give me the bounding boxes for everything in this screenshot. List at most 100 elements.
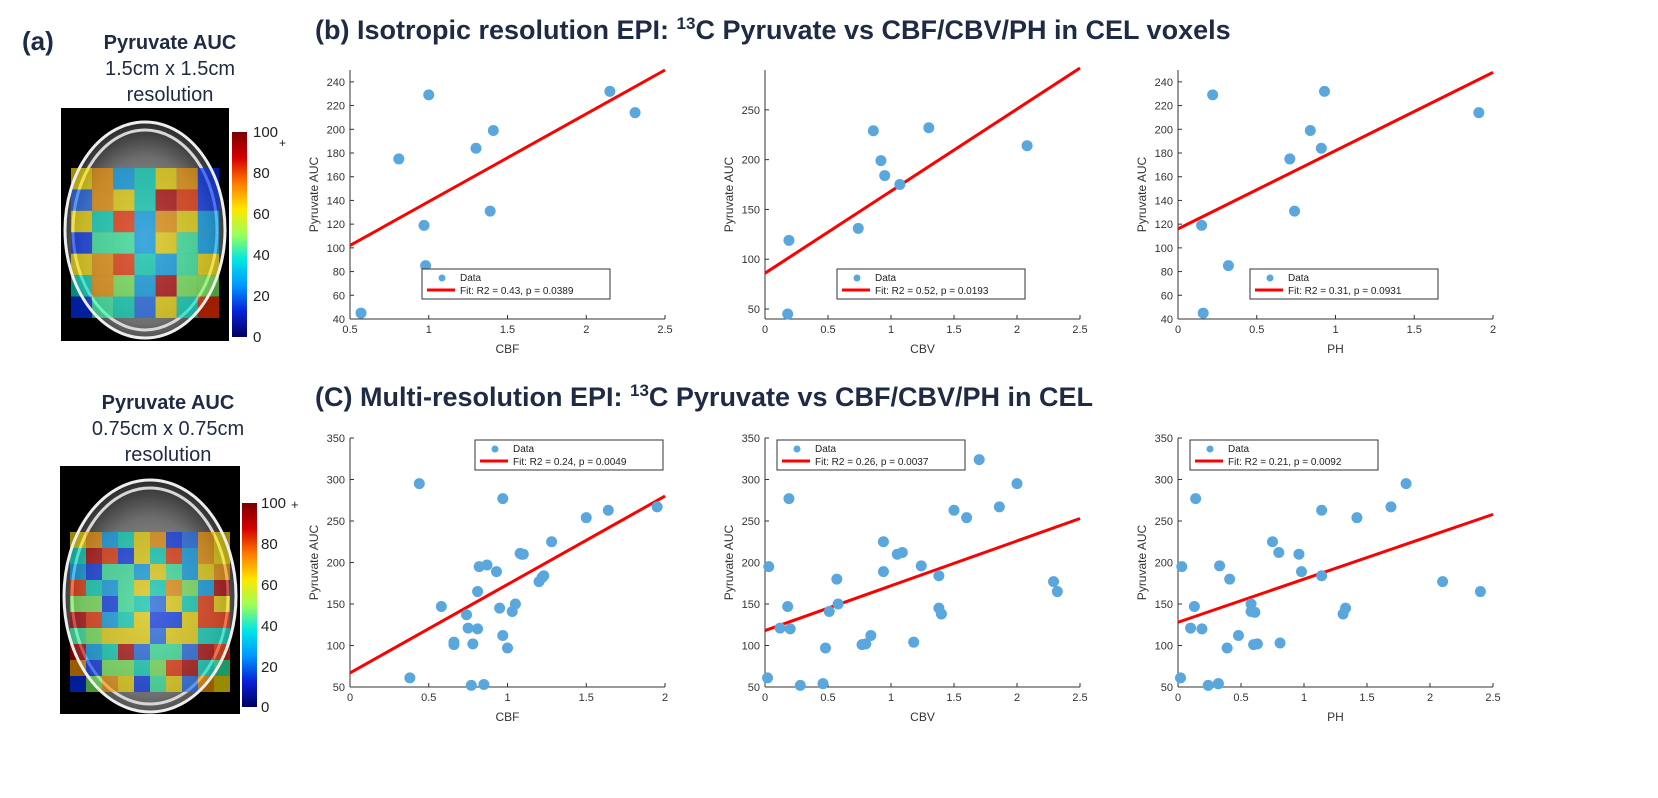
- auc-voxel: [118, 628, 134, 644]
- data-point: [470, 142, 482, 154]
- auc-voxel: [134, 676, 150, 692]
- map-title-line1: Pyruvate AUC: [103, 32, 237, 54]
- scatter-ph-multires: 0 0.5 1 1.5 2 2.5 50 100 150 200 250 300 350 PH Pyruva…: [1135, 433, 1501, 724]
- y-tick-label: 100: [327, 641, 345, 653]
- data-point: [481, 559, 493, 571]
- x-tick-label: 1.5: [1407, 324, 1422, 336]
- x-tick-label: 0: [762, 324, 768, 336]
- data-point: [1315, 142, 1327, 154]
- brain-image-multires: [62, 478, 238, 714]
- legend: Data Fit: R2 = 0.26, p = 0.0037: [776, 439, 966, 471]
- x-tick-label: 2: [1427, 692, 1433, 704]
- y-tick-label: 150: [1155, 599, 1173, 611]
- auc-voxel: [155, 275, 177, 297]
- auc-voxel: [198, 660, 214, 676]
- y-tick-label: 160: [327, 172, 345, 184]
- legend-data-label: Data: [460, 273, 482, 284]
- auc-voxel: [214, 564, 230, 580]
- data-point: [896, 547, 908, 559]
- auc-voxel: [176, 168, 198, 190]
- auc-voxel: [102, 548, 118, 564]
- x-tick-label: 2: [1014, 692, 1020, 704]
- data-point: [418, 219, 430, 231]
- auc-voxel: [155, 168, 177, 190]
- data-point: [860, 638, 872, 650]
- auc-voxel: [182, 564, 198, 580]
- auc-voxel: [197, 189, 219, 211]
- data-point: [465, 679, 477, 691]
- scalp-ring: [63, 120, 227, 340]
- auc-voxel: [166, 548, 182, 564]
- auc-voxel: [155, 210, 177, 233]
- legend-box: [1189, 439, 1379, 471]
- y-tick-label: 350: [742, 433, 760, 445]
- auc-voxel: [166, 676, 182, 692]
- data-point: [1196, 219, 1208, 231]
- data-point: [794, 679, 806, 691]
- auc-overlay-grid: [70, 532, 230, 692]
- data-point: [1188, 600, 1200, 612]
- data-point: [784, 623, 796, 635]
- x-tick-label: 2.5: [657, 324, 672, 336]
- x-tick-label: 0: [762, 692, 768, 704]
- auc-voxel: [134, 210, 156, 233]
- x-tick-label: 2: [583, 324, 589, 336]
- data-point: [1021, 140, 1033, 152]
- data-point: [1202, 679, 1214, 691]
- auc-voxel: [198, 628, 214, 644]
- data-point: [1295, 566, 1307, 578]
- fit-line: [1177, 71, 1494, 231]
- data-point: [1212, 678, 1224, 690]
- auc-voxel: [182, 532, 198, 548]
- data-point: [1318, 85, 1330, 97]
- data-point: [1316, 570, 1328, 582]
- x-tick-label: 1: [888, 692, 894, 704]
- data-point: [831, 573, 843, 585]
- data-point: [948, 504, 960, 516]
- y-tick-label: 300: [742, 475, 760, 487]
- y-tick-label: 300: [327, 475, 345, 487]
- auc-voxel: [118, 548, 134, 564]
- data-point: [448, 639, 460, 651]
- y-tick-label: 300: [1155, 475, 1173, 487]
- pyruvate-auc-map-isotropic: [61, 108, 229, 341]
- data-point: [1222, 260, 1234, 272]
- data-point: [1221, 642, 1233, 654]
- auc-voxel: [86, 564, 102, 580]
- x-tick-label: 1.5: [500, 324, 515, 336]
- y-tick-label: 60: [333, 290, 345, 302]
- data-point: [1197, 307, 1209, 319]
- auc-voxel: [182, 580, 198, 596]
- auc-voxel: [86, 548, 102, 564]
- x-tick-label: 2.5: [1485, 692, 1500, 704]
- data-point: [502, 642, 513, 654]
- y-tick-label: 100: [742, 641, 760, 653]
- y-tick-label: 40: [1161, 314, 1173, 326]
- data-point: [935, 608, 947, 620]
- y-tick-label: 60: [1161, 290, 1173, 302]
- y-tick-label: 120: [327, 219, 345, 231]
- auc-voxel: [70, 596, 86, 612]
- heading-b-sup: 13: [676, 14, 696, 33]
- data-point: [865, 630, 877, 642]
- x-axis-label: CBV: [910, 342, 935, 356]
- auc-voxel: [71, 275, 93, 297]
- data-point: [472, 586, 484, 598]
- auc-voxel: [182, 628, 198, 644]
- auc-voxel: [182, 644, 198, 660]
- auc-voxel: [102, 596, 118, 612]
- data-point: [1351, 512, 1363, 524]
- auc-voxel: [113, 189, 135, 211]
- legend-fit-label: Fit: R2 = 0.21, p = 0.0092: [1228, 457, 1342, 468]
- data-point: [487, 124, 499, 136]
- data-point: [823, 605, 835, 617]
- y-tick-label: 100: [327, 243, 345, 255]
- y-axis-label: Pyruvate AUC: [307, 156, 321, 232]
- data-point: [1176, 561, 1188, 573]
- x-tick-label: 2: [1014, 324, 1020, 336]
- x-tick-label: 2.5: [1072, 692, 1087, 704]
- x-axis-label: PH: [1327, 710, 1344, 724]
- data-point: [908, 636, 920, 648]
- auc-voxel: [166, 532, 182, 548]
- legend-box: [421, 268, 611, 300]
